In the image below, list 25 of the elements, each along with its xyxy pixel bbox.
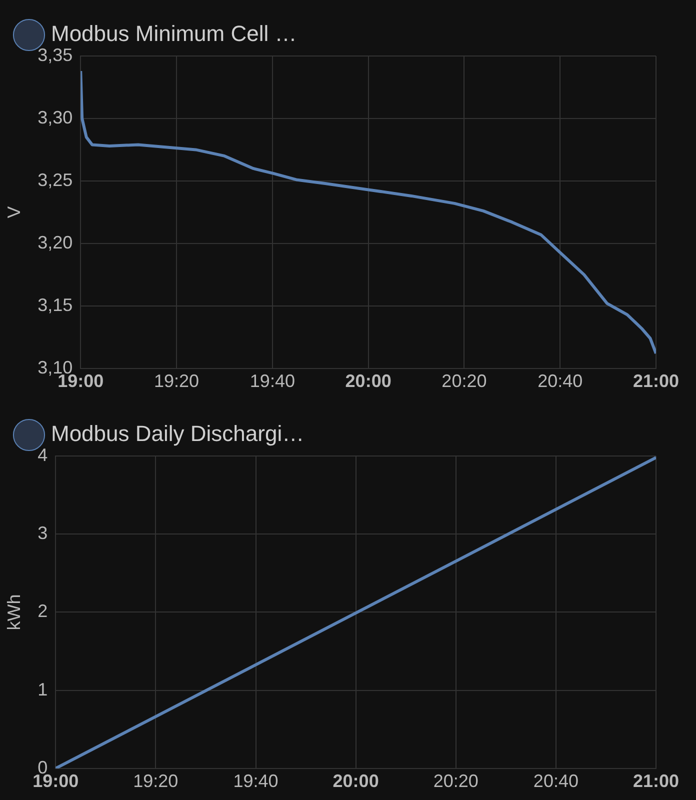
x-tick-label: 20:40: [533, 771, 578, 792]
x-tick-label: 20:40: [538, 371, 583, 392]
x-tick-label: 20:00: [345, 371, 392, 392]
y-tick-label: 3,20: [38, 232, 73, 252]
y-tick-label: 4: [38, 444, 48, 465]
x-tick-label: 20:20: [442, 371, 487, 392]
x-tick-label: 20:20: [433, 771, 478, 792]
y-axis-title: V: [4, 206, 24, 218]
x-tick-label: 21:00: [632, 371, 680, 392]
x-tick-label: 19:40: [233, 771, 278, 792]
legend-label: Modbus Minimum Cell …: [51, 21, 297, 46]
y-tick-label: 2: [38, 601, 48, 622]
y-axis-title: kWh: [4, 594, 24, 630]
x-tick-label: 19:20: [133, 771, 178, 792]
legend-label: Modbus Daily Dischargi…: [51, 421, 304, 446]
y-tick-label: 1: [38, 679, 48, 700]
x-tick-label: 19:20: [154, 371, 200, 392]
y-tick-label: 3,35: [38, 44, 73, 65]
y-tick-label: 3,25: [38, 170, 73, 190]
x-tick-label: 19:40: [250, 371, 295, 392]
y-tick-label: 3: [38, 523, 48, 544]
x-tick-label: 20:00: [332, 771, 379, 792]
y-tick-label: 3,15: [38, 294, 73, 315]
y-tick-label: 3,30: [38, 107, 73, 128]
x-tick-label: 21:00: [632, 771, 680, 792]
